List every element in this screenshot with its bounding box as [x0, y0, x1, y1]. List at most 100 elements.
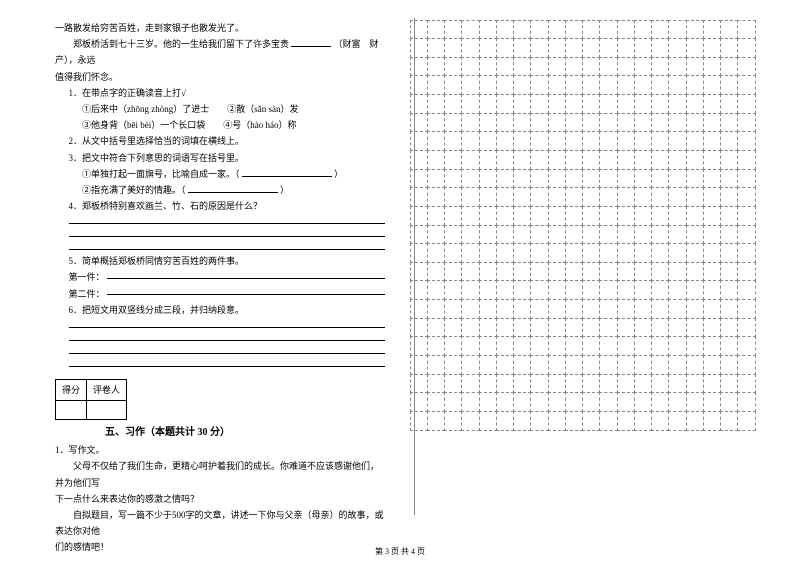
grid-cell[interactable]	[427, 131, 445, 151]
grid-cell[interactable]	[720, 411, 738, 431]
grid-cell[interactable]	[513, 243, 531, 263]
grid-cell[interactable]	[634, 299, 652, 319]
grid-cell[interactable]	[410, 374, 428, 394]
grid-cell[interactable]	[513, 75, 531, 95]
grid-cell[interactable]	[496, 355, 514, 375]
grid-cell[interactable]	[737, 262, 755, 282]
grid-cell[interactable]	[720, 75, 738, 95]
blank-5a[interactable]	[107, 269, 385, 279]
grid-cell[interactable]	[565, 262, 583, 282]
grid-cell[interactable]	[651, 150, 669, 170]
grid-cell[interactable]	[668, 318, 686, 338]
grid-cell[interactable]	[530, 38, 548, 58]
grid-cell[interactable]	[599, 38, 617, 58]
grid-cell[interactable]	[582, 187, 600, 207]
grid-cell[interactable]	[496, 113, 514, 133]
grid-cell[interactable]	[634, 392, 652, 412]
grid-cell[interactable]	[720, 392, 738, 412]
grid-cell[interactable]	[634, 131, 652, 151]
blank-wealth[interactable]	[291, 38, 331, 47]
grid-cell[interactable]	[461, 20, 479, 40]
grid-cell[interactable]	[565, 57, 583, 77]
grid-cell[interactable]	[668, 280, 686, 300]
grid-cell[interactable]	[651, 318, 669, 338]
grid-cell[interactable]	[617, 94, 635, 114]
grid-cell[interactable]	[737, 225, 755, 245]
grid-cell[interactable]	[444, 280, 462, 300]
grid-cell[interactable]	[668, 355, 686, 375]
grid-cell[interactable]	[530, 243, 548, 263]
grid-cell[interactable]	[686, 75, 704, 95]
grid-cell[interactable]	[496, 38, 514, 58]
grid-cell[interactable]	[461, 299, 479, 319]
grid-cell[interactable]	[737, 280, 755, 300]
grid-cell[interactable]	[410, 57, 428, 77]
grid-cell[interactable]	[668, 150, 686, 170]
grid-cell[interactable]	[479, 374, 497, 394]
grid-cell[interactable]	[479, 187, 497, 207]
grid-cell[interactable]	[582, 75, 600, 95]
grid-cell[interactable]	[582, 243, 600, 263]
grid-cell[interactable]	[565, 131, 583, 151]
grid-cell[interactable]	[582, 318, 600, 338]
grid-cell[interactable]	[686, 150, 704, 170]
grid-cell[interactable]	[617, 206, 635, 226]
grid-cell[interactable]	[548, 20, 566, 40]
grid-cell[interactable]	[410, 280, 428, 300]
grid-cell[interactable]	[668, 392, 686, 412]
grid-cell[interactable]	[703, 38, 721, 58]
grid-cell[interactable]	[651, 262, 669, 282]
grid-cell[interactable]	[444, 131, 462, 151]
grid-cell[interactable]	[651, 169, 669, 189]
grid-cell[interactable]	[427, 299, 445, 319]
grid-cell[interactable]	[530, 187, 548, 207]
grid-cell[interactable]	[513, 113, 531, 133]
grid-cell[interactable]	[651, 75, 669, 95]
grid-cell[interactable]	[530, 150, 548, 170]
grid-cell[interactable]	[634, 169, 652, 189]
grid-cell[interactable]	[582, 299, 600, 319]
grid-cell[interactable]	[461, 392, 479, 412]
grid-cell[interactable]	[720, 280, 738, 300]
grid-cell[interactable]	[668, 299, 686, 319]
grid-cell[interactable]	[582, 206, 600, 226]
grid-cell[interactable]	[513, 94, 531, 114]
grid-cell[interactable]	[444, 169, 462, 189]
grid-cell[interactable]	[599, 20, 617, 40]
grid-cell[interactable]	[479, 299, 497, 319]
grid-cell[interactable]	[651, 374, 669, 394]
grid-cell[interactable]	[720, 20, 738, 40]
grid-cell[interactable]	[599, 169, 617, 189]
grid-cell[interactable]	[496, 243, 514, 263]
grid-cell[interactable]	[410, 94, 428, 114]
grid-cell[interactable]	[634, 336, 652, 356]
grid-cell[interactable]	[582, 94, 600, 114]
grid-cell[interactable]	[530, 262, 548, 282]
grid-cell[interactable]	[703, 318, 721, 338]
grid-cell[interactable]	[530, 318, 548, 338]
grid-cell[interactable]	[617, 355, 635, 375]
grid-cell[interactable]	[634, 318, 652, 338]
grid-cell[interactable]	[427, 318, 445, 338]
grid-cell[interactable]	[686, 355, 704, 375]
grid-cell[interactable]	[427, 57, 445, 77]
grid-cell[interactable]	[530, 225, 548, 245]
grid-cell[interactable]	[599, 131, 617, 151]
grid-cell[interactable]	[461, 57, 479, 77]
grid-cell[interactable]	[582, 374, 600, 394]
grid-cell[interactable]	[548, 57, 566, 77]
grid-cell[interactable]	[720, 225, 738, 245]
grid-cell[interactable]	[582, 150, 600, 170]
grid-cell[interactable]	[444, 262, 462, 282]
grid-cell[interactable]	[668, 262, 686, 282]
grid-cell[interactable]	[599, 206, 617, 226]
grid-cell[interactable]	[410, 113, 428, 133]
grid-cell[interactable]	[410, 355, 428, 375]
grid-cell[interactable]	[444, 374, 462, 394]
grid-cell[interactable]	[582, 225, 600, 245]
grid-cell[interactable]	[548, 262, 566, 282]
grid-cell[interactable]	[530, 20, 548, 40]
grid-cell[interactable]	[720, 187, 738, 207]
grid-cell[interactable]	[513, 392, 531, 412]
grid-cell[interactable]	[444, 243, 462, 263]
